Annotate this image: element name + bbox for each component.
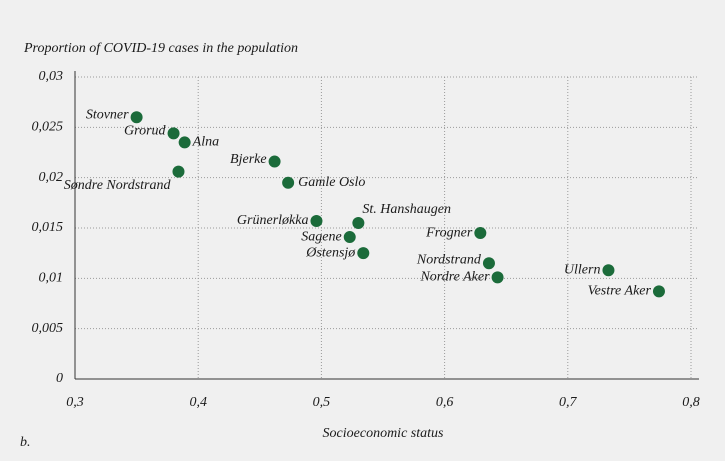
point <box>167 127 180 140</box>
point-label: Bjerke <box>230 152 267 167</box>
point-label: Stovner <box>86 107 129 122</box>
y-tick-label: 0,025 <box>32 120 64 135</box>
point-label: Sagene <box>301 229 341 244</box>
point <box>352 216 365 229</box>
chart-title: Proportion of COVID-19 cases in the popu… <box>23 41 298 56</box>
y-tick-label: 0,005 <box>32 321 64 336</box>
point-label: Gamle Oslo <box>298 175 365 190</box>
point <box>282 176 295 189</box>
point <box>172 165 185 178</box>
point-label: Alna <box>192 135 219 150</box>
y-tick-label: 0 <box>56 371 63 386</box>
point <box>268 155 281 168</box>
point <box>130 111 143 124</box>
y-tick-label: 0,01 <box>39 271 64 286</box>
x-tick-label: 0,3 <box>66 395 84 410</box>
point-label: Frogner <box>425 225 473 240</box>
point-label: Nordre Aker <box>419 270 490 285</box>
point <box>343 231 356 244</box>
panel-label: b. <box>20 435 31 450</box>
point <box>474 227 487 240</box>
point-label: Østensjø <box>305 245 356 260</box>
x-tick-label: 0,5 <box>313 395 331 410</box>
point <box>357 247 370 260</box>
point <box>491 271 504 284</box>
point-label: St. Hanshaugen <box>362 202 451 217</box>
point <box>482 257 495 270</box>
x-tick-label: 0,7 <box>559 395 578 410</box>
y-tick-label: 0,03 <box>39 69 64 84</box>
point-label: Grorud <box>124 124 166 139</box>
point <box>178 136 191 149</box>
point <box>652 285 665 298</box>
point-label: Nordstrand <box>416 252 482 267</box>
x-tick-label: 0,8 <box>682 395 700 410</box>
x-axis-title: Socioeconomic status <box>323 426 444 441</box>
y-tick-label: 0,015 <box>32 220 64 235</box>
point <box>602 264 615 277</box>
point <box>310 214 323 227</box>
point-label: Ullern <box>564 262 601 277</box>
point-label: Søndre Nordstrand <box>64 178 172 193</box>
x-tick-label: 0,6 <box>436 395 454 410</box>
point-label: Grünerløkka <box>237 213 309 228</box>
x-tick-label: 0,4 <box>189 395 207 410</box>
point-label: Vestre Aker <box>588 284 652 299</box>
y-tick-label: 0,02 <box>39 170 64 185</box>
